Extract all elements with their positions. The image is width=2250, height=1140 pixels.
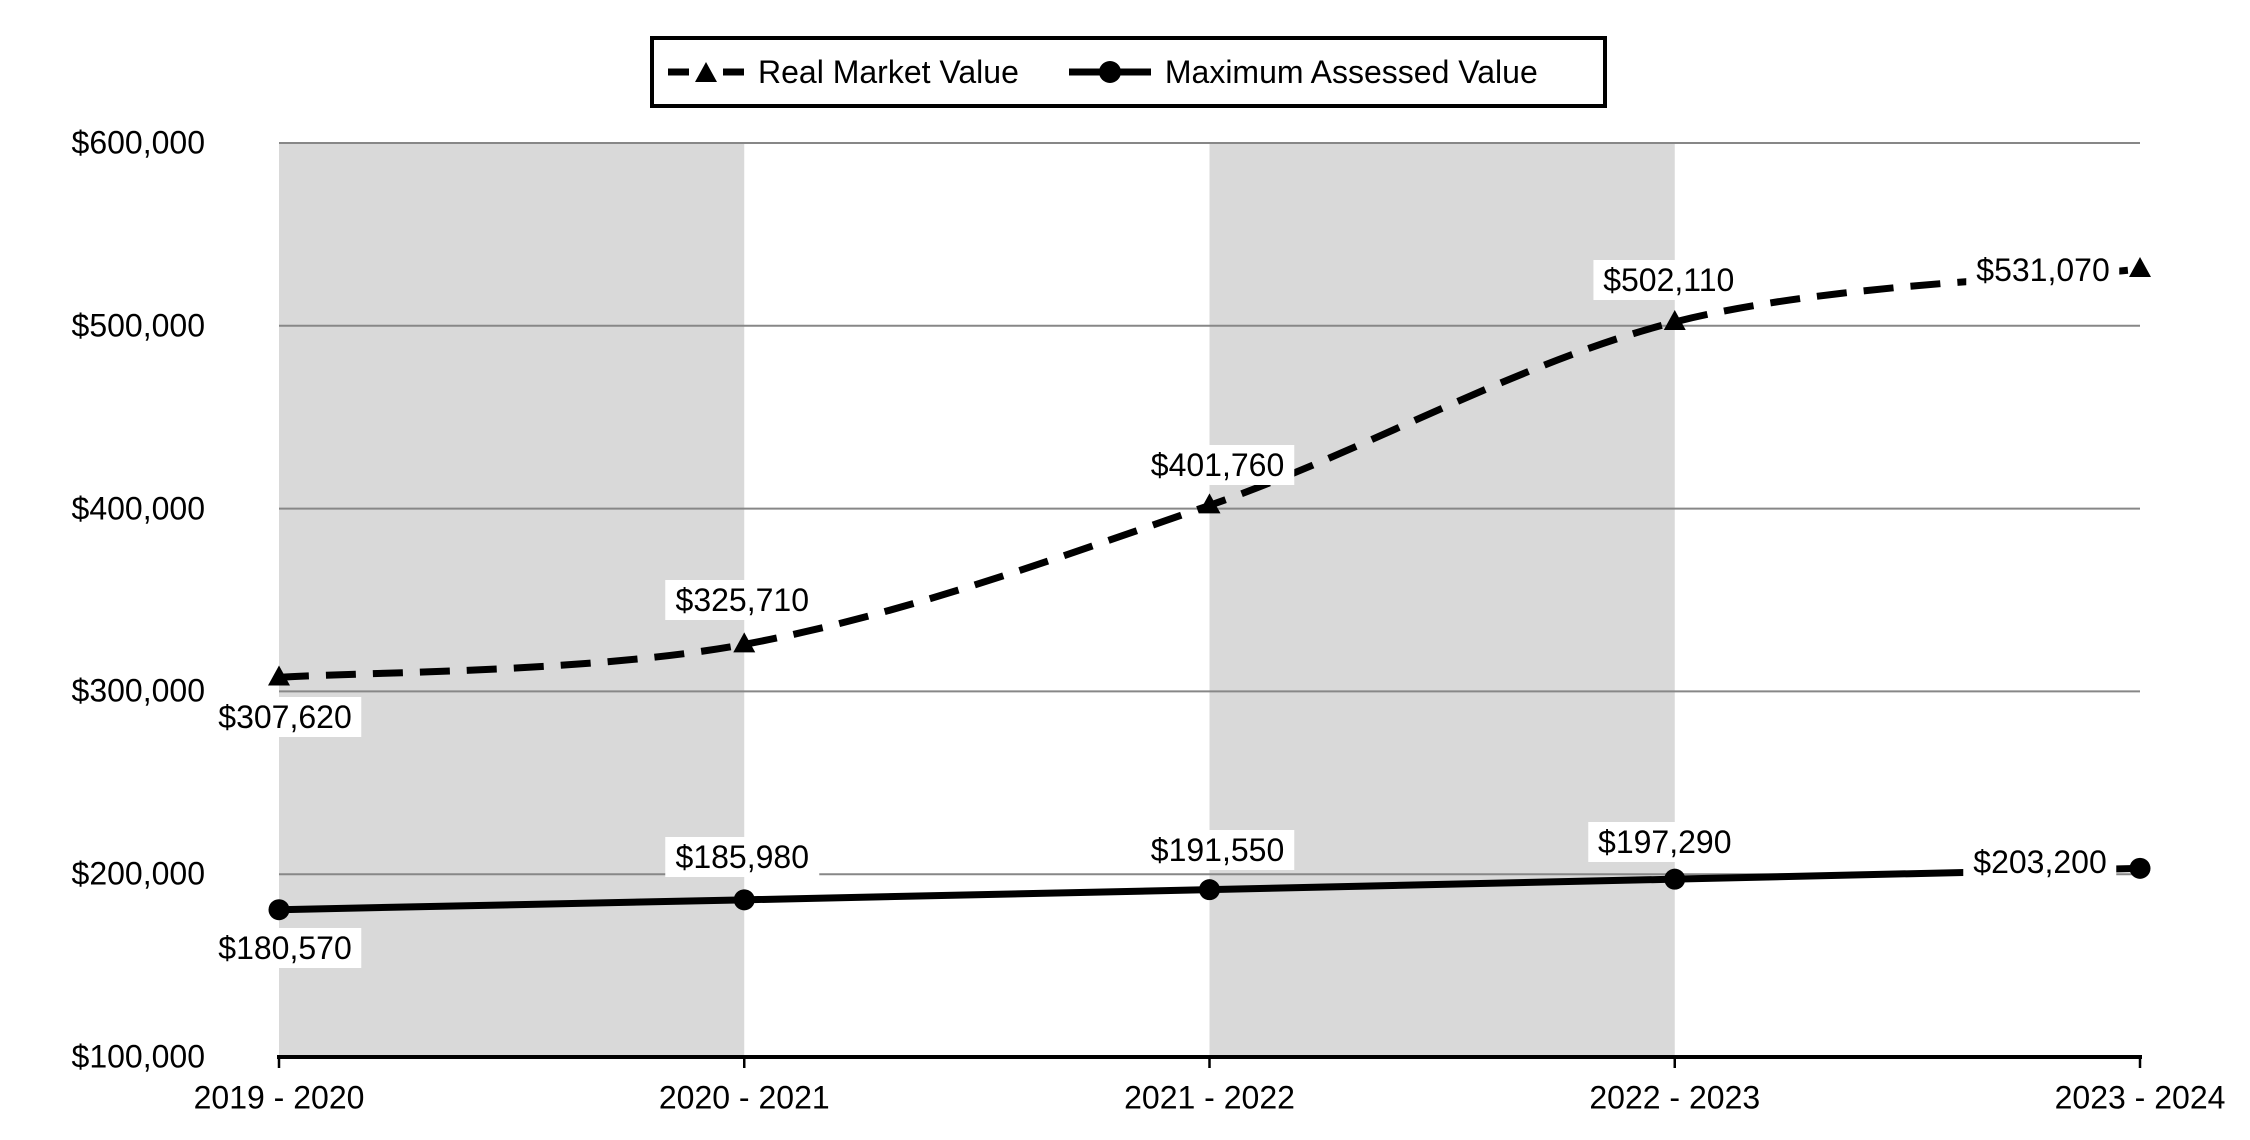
x-axis-label: 2019 - 2020 bbox=[193, 1079, 365, 1116]
chart-legend: Real Market Value Maximum Assessed Value bbox=[650, 36, 1607, 108]
maximum-assessed-value-circle-marker bbox=[1664, 868, 1686, 890]
x-axis-label: 2020 - 2021 bbox=[658, 1079, 830, 1116]
data-label-real-market-value: $401,760 bbox=[1140, 445, 1295, 486]
data-label-real-market-value: $502,110 bbox=[1593, 259, 1745, 300]
data-label-real-market-value: $325,710 bbox=[665, 580, 819, 621]
x-axis-label: 2023 - 2024 bbox=[2054, 1079, 2226, 1116]
legend-item-maximum-assessed-value: Maximum Assessed Value bbox=[1068, 53, 1538, 91]
data-label-maximum-assessed-value: $203,200 bbox=[1963, 842, 2117, 883]
y-axis-label: $300,000 bbox=[71, 672, 205, 709]
x-axis-label: 2021 - 2022 bbox=[1124, 1079, 1295, 1116]
legend-item-real-market-value: Real Market Value bbox=[668, 54, 1019, 91]
data-label-real-market-value: $307,620 bbox=[208, 697, 362, 738]
real-market-value-triangle-marker bbox=[1198, 493, 1221, 514]
y-axis-label: $600,000 bbox=[71, 124, 205, 161]
real-market-value-triangle-marker bbox=[2129, 257, 2151, 278]
data-label-maximum-assessed-value: $180,570 bbox=[208, 927, 362, 968]
maximum-assessed-value-circle-marker bbox=[2129, 857, 2151, 879]
y-axis-label: $500,000 bbox=[71, 307, 205, 344]
y-axis-label: $400,000 bbox=[71, 490, 205, 527]
data-label-maximum-assessed-value: $197,290 bbox=[1588, 822, 1742, 863]
x-axis-label: 2022 - 2023 bbox=[1589, 1079, 1761, 1116]
solid-line-circle-marker-icon bbox=[1068, 61, 1151, 83]
maximum-assessed-value-circle-marker bbox=[1199, 879, 1220, 901]
real-market-value-triangle-marker bbox=[268, 665, 290, 686]
dashed-line-triangle-marker-icon bbox=[668, 62, 744, 82]
maximum-assessed-value-circle-marker bbox=[733, 889, 755, 911]
data-label-maximum-assessed-value: $185,980 bbox=[665, 836, 819, 877]
data-label-real-market-value: $531,070 bbox=[1966, 250, 2120, 290]
legend-label-maximum-assessed-value: Maximum Assessed Value bbox=[1164, 53, 1538, 90]
real-market-value-triangle-marker bbox=[1663, 309, 1686, 330]
real-market-value-triangle-marker bbox=[733, 632, 756, 653]
y-axis-label: $100,000 bbox=[71, 1038, 205, 1075]
y-axis-label: $200,000 bbox=[71, 855, 205, 892]
data-label-maximum-assessed-value: $191,550 bbox=[1140, 829, 1295, 870]
maximum-assessed-value-circle-marker bbox=[268, 899, 290, 921]
legend-label-real-market-value: Real Market Value bbox=[758, 53, 1019, 90]
